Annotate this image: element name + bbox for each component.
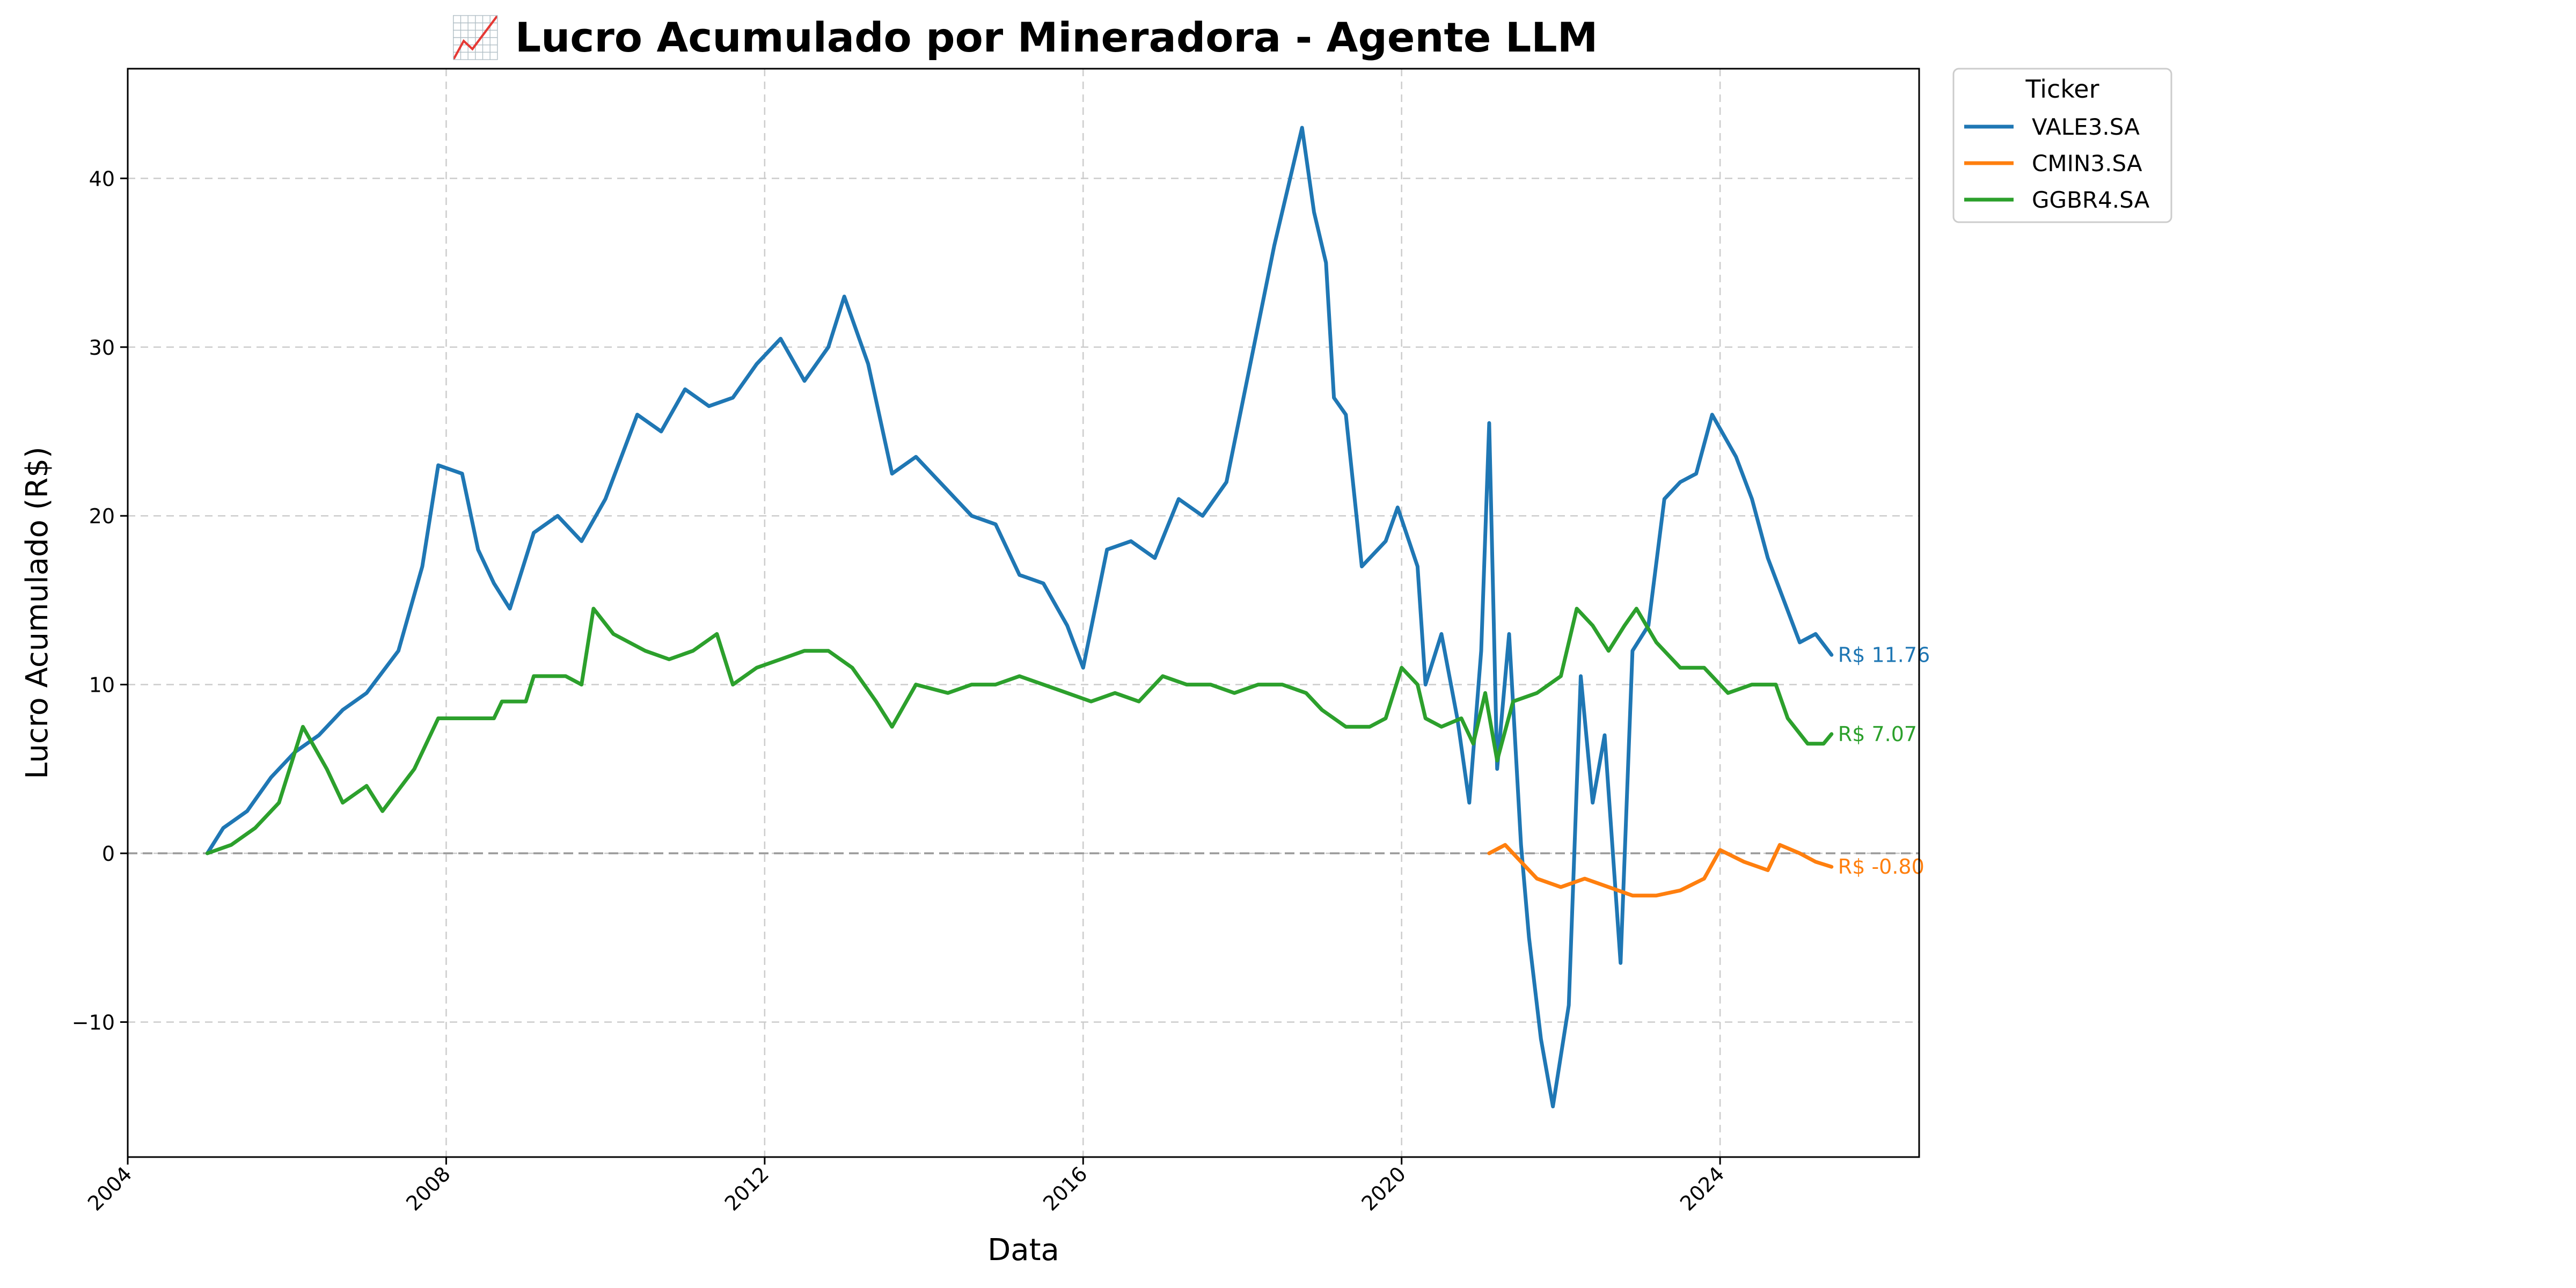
- y-tick-label: 10: [89, 674, 115, 697]
- plot-frame: [127, 68, 1920, 1158]
- plot-area: R$ 11.76 R$ -0.80 R$ 7.07: [127, 68, 1930, 1158]
- legend-label-ggbr4-sa: GGBR4.SA: [2032, 187, 2150, 213]
- series-line-ggbr4-sa: [205, 606, 1834, 855]
- y-axis-label: Lucro Acumulado (R$): [20, 447, 55, 779]
- y-tick-label: 40: [89, 167, 115, 191]
- plot-background: [128, 69, 1919, 1157]
- legend-entries: VALE3.SA CMIN3.SA GGBR4.SA: [1964, 114, 2150, 213]
- end-label-ggbr4-sa: R$ 7.07: [1838, 722, 1917, 746]
- legend: Ticker VALE3.SA CMIN3.SA GGBR4.SA: [1952, 68, 2172, 223]
- series-line-vale3-sa: [205, 126, 1834, 1109]
- end-label-cmin3-sa: R$ -0.80: [1838, 855, 1924, 879]
- legend-label-vale3-sa: VALE3.SA: [2032, 114, 2140, 140]
- end-value-labels: R$ 11.76 R$ -0.80 R$ 7.07: [1838, 643, 1930, 879]
- y-tick-label: −10: [72, 1011, 115, 1034]
- series-line-cmin3-sa: [1487, 843, 1834, 898]
- chart-title: 📈 Lucro Acumulado por Mineradora - Agent…: [450, 13, 1598, 61]
- series-lines: [205, 126, 1834, 1109]
- legend-label-cmin3-sa: CMIN3.SA: [2032, 150, 2142, 177]
- legend-title: Ticker: [2025, 75, 2099, 104]
- y-axis: −10 0 10 20 30 40: [72, 167, 128, 1034]
- y-tick-label: 0: [102, 842, 115, 866]
- x-axis-label: Data: [987, 1233, 1059, 1268]
- y-tick-label: 20: [89, 504, 115, 528]
- legend-box: [1952, 68, 2172, 223]
- y-tick-label: 30: [89, 336, 115, 360]
- end-label-vale3-sa: R$ 11.76: [1838, 643, 1930, 667]
